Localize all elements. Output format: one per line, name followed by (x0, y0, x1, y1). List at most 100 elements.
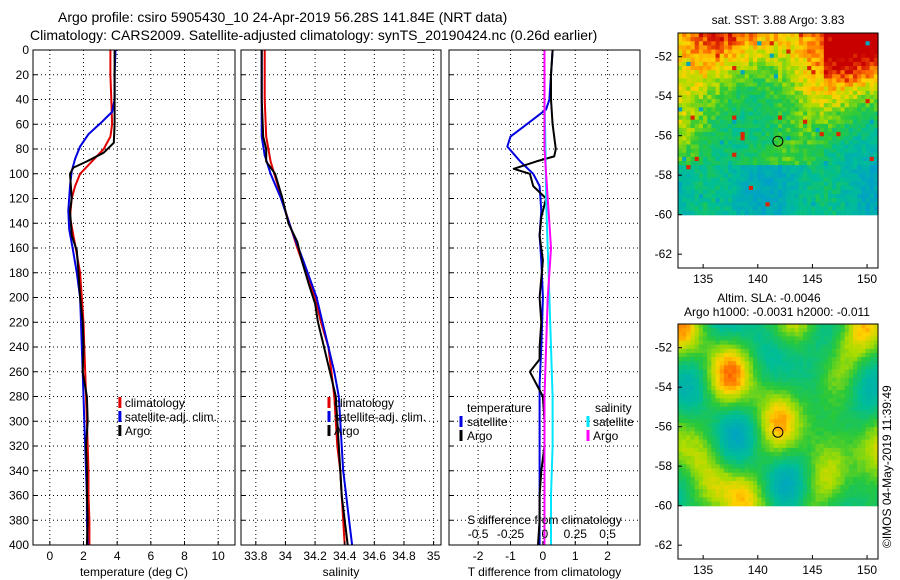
map-cell (803, 206, 808, 212)
map-cell (844, 336, 850, 342)
map-cell (773, 57, 779, 63)
map-cell (740, 144, 746, 150)
map-cell (853, 456, 858, 461)
map-cell (794, 324, 800, 329)
map-cell (740, 394, 746, 399)
map-cell (765, 119, 771, 125)
map-cell (690, 340, 696, 346)
map-cell (682, 41, 687, 46)
map-cell (853, 390, 858, 395)
map-cell (728, 439, 733, 445)
map-cell (744, 443, 750, 449)
map-cell (703, 361, 708, 366)
map-cell (853, 476, 858, 482)
map-cell (790, 352, 796, 358)
map-cell (844, 418, 850, 424)
map-cell (790, 501, 796, 507)
map-cell (694, 336, 700, 342)
map-cell (736, 418, 742, 424)
map-cell (703, 156, 708, 162)
map-cell (740, 385, 746, 391)
map-cell (844, 57, 850, 63)
map-cell (798, 198, 804, 203)
map-cell (861, 472, 867, 478)
map-cell (698, 402, 704, 408)
map-cell (836, 165, 842, 170)
map-cell (865, 447, 871, 453)
map-cell (707, 111, 712, 117)
map-cell (853, 198, 858, 203)
map-cell (873, 410, 879, 416)
map-cell (686, 377, 692, 383)
map-cell (865, 460, 871, 465)
map-cell (678, 385, 683, 391)
map-cell (707, 210, 712, 216)
map-cell (686, 169, 692, 174)
map-cell (744, 447, 750, 453)
map-cell (798, 82, 804, 88)
y-tick-label: 0 (22, 43, 29, 57)
map-cell (865, 111, 871, 117)
map-cell (861, 468, 867, 474)
map-cell (723, 152, 729, 158)
map-cell (853, 377, 858, 383)
map-cell (694, 480, 700, 486)
map-cell (803, 210, 808, 216)
map-cell (865, 181, 871, 187)
map-cell (798, 489, 804, 494)
map-cell (728, 377, 733, 383)
map-cell (686, 406, 692, 412)
map-cell (744, 336, 750, 342)
map-cell (803, 41, 808, 46)
map-cell (703, 181, 708, 187)
map-cell (773, 86, 779, 92)
map-cell (748, 206, 754, 212)
map-cell (832, 173, 837, 179)
map-cell (682, 173, 687, 179)
map-cell (682, 70, 687, 75)
map-cell (790, 66, 796, 71)
map-cell (819, 189, 825, 195)
map-cell (690, 369, 696, 375)
map-cell (773, 169, 779, 174)
map-cell (794, 431, 800, 437)
map-cell (782, 194, 787, 199)
map-cell (732, 443, 737, 449)
map-cell (694, 156, 700, 162)
map-cell (728, 161, 733, 166)
map-cell (732, 377, 737, 383)
map-cell (811, 464, 817, 470)
map-cell (703, 324, 708, 329)
map-cell (707, 336, 712, 342)
map-cell (719, 324, 725, 329)
map-cell (853, 57, 858, 63)
map-cell (786, 115, 792, 121)
map-cell (765, 132, 771, 137)
map-cell (778, 45, 783, 51)
map-cell (786, 144, 792, 150)
map-cell (757, 49, 762, 55)
map-cell (769, 82, 775, 88)
map-cell (819, 177, 825, 183)
map-cell (773, 431, 779, 437)
map-cell (723, 74, 729, 80)
map-cell (715, 501, 721, 507)
map-cell (873, 406, 879, 412)
map-cell (840, 369, 846, 375)
map-cell (815, 452, 821, 457)
map-cell (853, 210, 858, 216)
map-cell (836, 198, 842, 203)
map-cell (778, 165, 783, 170)
map-cell (790, 439, 796, 445)
map-cell (840, 74, 846, 80)
map-cell (690, 144, 696, 150)
map-cell (690, 94, 696, 100)
map-cell (865, 385, 871, 391)
map-cell (744, 41, 750, 46)
map-cell (861, 369, 867, 375)
map-cell (740, 115, 746, 121)
map-cell (853, 423, 858, 428)
map-cell (828, 53, 833, 59)
map-cell (836, 66, 842, 71)
map-cell (711, 189, 717, 195)
